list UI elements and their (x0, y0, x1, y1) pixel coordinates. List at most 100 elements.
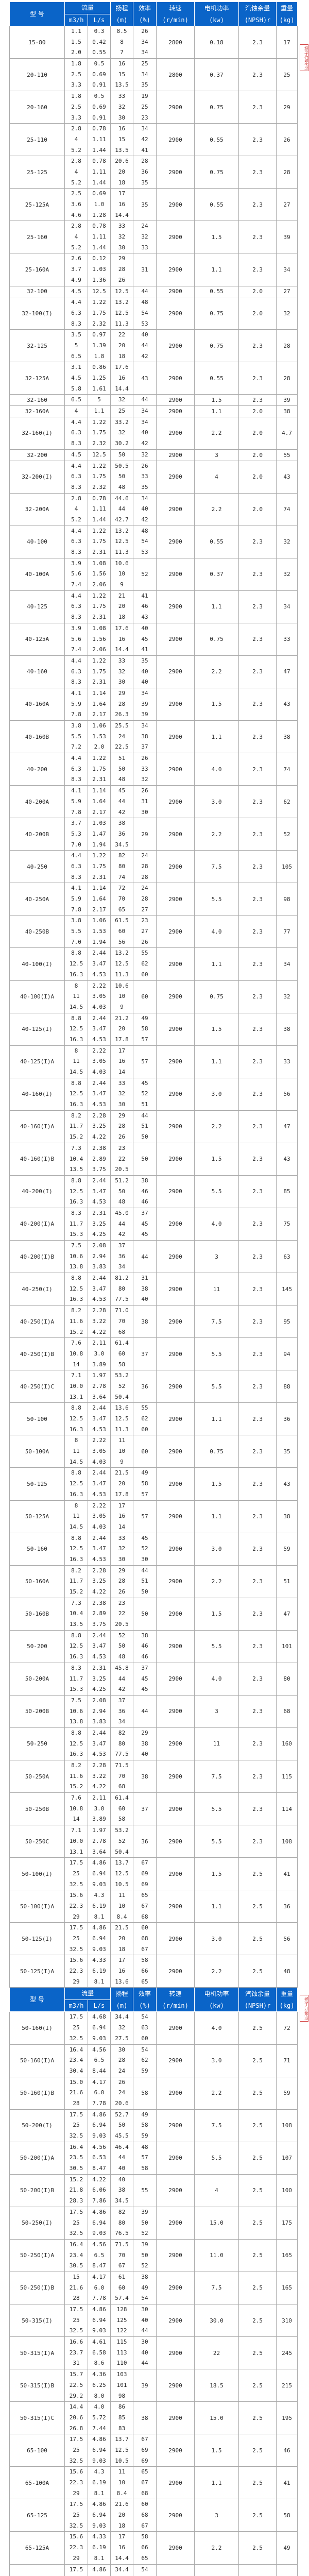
efficiency-cell-value: 26 (141, 938, 148, 945)
flow-ls-cell-value: 4.53 (92, 971, 106, 978)
head-cell-value: 21.2 (115, 1014, 129, 1022)
efficiency-cell-value: 69 (141, 1880, 148, 1888)
flow-ls-cell: 0.78 1.11 1.44 (87, 156, 111, 189)
head-cell: 17.6 16 14.4 (110, 622, 134, 656)
head-cell-value: 17.6 (115, 364, 129, 371)
pump-row-50-315(I)A: 50-315(I)A 16.6 23.7 31 4.61 6.58 8.6 115 113 110… (9, 2336, 298, 2370)
efficiency-cell-value: 32 (141, 233, 148, 241)
flow-ls-cell-value: 4.3 (94, 2468, 105, 2476)
flow-m3h-cell: 7.1 10.0 13.1 (64, 1825, 88, 1858)
head-cell-value: 18 (118, 352, 126, 360)
efficiency-cell-value: 24 (141, 852, 148, 859)
flow-ls-cell: 1.97 2.78 3.64 (87, 1825, 111, 1858)
efficiency-cell-value: 58 (141, 2533, 148, 2540)
flow-ls-cell-value: 4.68 (92, 2013, 106, 2021)
head-cell-value: 34.4 (115, 2566, 129, 2573)
flow-ls-cell-value: 2.44 (92, 1177, 106, 1184)
flow-ls-cell-value: 3.0 (94, 1805, 105, 1812)
npsh-cell: 2.3 (238, 850, 277, 884)
flow-ls-cell-value: 4.22 (92, 1783, 106, 1790)
model-cell: 50-100A (9, 1435, 65, 1468)
head-cell-value: 67 (118, 2262, 126, 2269)
flow-m3h-cell-value: 7.1 (71, 1827, 81, 1834)
flow-ls-cell-value: 4.61 (92, 2338, 106, 2346)
flow-m3h-cell-value: 15.2 (69, 1783, 83, 1790)
flow-m3h-cell-value: 5.2 (71, 146, 81, 154)
flow-ls-cell: 1.08 1.56 2.06 (87, 622, 111, 656)
efficiency-cell: 30 40 44 (133, 2303, 157, 2337)
model-cell: 40-125A (9, 622, 65, 656)
model-cell: 32-100 (9, 285, 65, 298)
pump-row-50-100A: 50-100A 8 11 14.5 2.22 3.05 4.03 11 10 9 60 2900 0.7… (9, 1435, 298, 1468)
weight-cell: 165 (276, 2239, 298, 2272)
power-cell: 1.5 (194, 221, 239, 254)
model-cell: 65-125 (9, 2499, 65, 2532)
power-cell: 2.2 (194, 1110, 239, 1143)
head-cell: 29 28 26.3 (110, 687, 134, 721)
flow-ls-cell-value: 4.56 (92, 2046, 106, 2053)
speed-cell: 2900 (156, 2141, 195, 2175)
head-cell: 17 16 14 (110, 1500, 134, 1533)
flow-ls-cell: 2.44 3.47 4.53 (87, 1467, 111, 1501)
efficiency-cell: 60 68 67 (133, 1922, 157, 1956)
head-cell-value: 61.5 (115, 917, 129, 924)
flow-m3h-cell-value: 15.3 (69, 1231, 83, 1238)
weight-cell: 29 (276, 91, 298, 124)
weight-cell: 108 (276, 2109, 298, 2142)
efficiency-cell-value: 38 (141, 1285, 148, 1292)
flow-ls-cell: 2.44 3.47 4.53 (87, 947, 111, 981)
model-cell: 40-250B (9, 915, 65, 948)
flow-m3h-cell-value: 4 (74, 168, 78, 175)
flow-m3h-cell-value: 29 (73, 1978, 80, 1985)
npsh-cell: 2.3 (238, 221, 277, 254)
speed-cell: 2900 (156, 405, 195, 417)
model-cell: 15-80 (9, 25, 65, 59)
flow-m3h-cell-value: 8.8 (71, 1014, 81, 1022)
flow-m3h-cell-value: 10.8 (69, 1805, 83, 1812)
flow-ls-cell-value: 4.86 (92, 2436, 106, 2443)
flow-ls-cell: 4.17 6.0 7.78 (87, 2271, 111, 2305)
efficiency-cell-value: 60 (141, 1924, 148, 1931)
head-cell-value: 12.5 (115, 960, 129, 968)
efficiency-cell-value: 54 (141, 309, 148, 316)
model-cell: 50-160(I)A (9, 2044, 65, 2077)
flow-m3h-cell: 8 11 14.5 (64, 980, 88, 1013)
pump-row-50-125(I): 50-125(I) 17.5 25 32.5 4.86 6.94 9.03 21.5 20 18 6… (9, 1922, 298, 1956)
head-cell-value: 128 (116, 2306, 127, 2313)
flow-ls-cell: 1.22 1.75 2.31 (87, 525, 111, 558)
efficiency-cell: 67 69 69 (133, 2434, 157, 2467)
head-cell-value: 22.5 (115, 743, 129, 751)
head-cell-value: 10 (118, 1448, 126, 1455)
weight-cell: 108 (276, 1825, 298, 1858)
speed-cell: 2900 (156, 1110, 195, 1143)
head-cell-value: 10.6 (115, 982, 129, 989)
head-cell-value: 20 (118, 342, 126, 349)
flow-m3h-cell-value: 30.5 (69, 2262, 83, 2269)
flow-m3h-cell-value: 4.4 (71, 755, 81, 762)
efficiency-cell-value: 44 (141, 2360, 148, 2367)
efficiency-cell: 31 (133, 253, 157, 286)
head-cell-value: 22 (118, 1610, 126, 1617)
flow-m3h-cell-value: 8 (74, 982, 78, 989)
flow-ls-cell-value: 2.44 (92, 1469, 106, 1477)
npsh-cell: 2.3 (238, 1370, 277, 1403)
flow-ls-cell-value: 1.08 (92, 560, 106, 567)
head-cell: 86 85 83 (110, 2401, 134, 2435)
model-cell: 50-125 (9, 1467, 65, 1501)
pump-row-25-160A: 25-160A 2.6 3.7 4.9 0.12 1.03 1.36 29 28 26 31 2900… (9, 253, 298, 286)
flow-m3h-cell-value: 7.8 (71, 711, 81, 718)
head-cell-value: 86 (118, 2403, 126, 2411)
flow-ls-cell-value: 3.47 (92, 960, 106, 968)
power-cell: 5.5 (194, 2141, 239, 2175)
efficiency-cell-value: 69 (141, 2446, 148, 2453)
head-cell-value: 26.3 (115, 711, 129, 718)
flow-m3h-cell-value: 16.4 (69, 2241, 83, 2248)
head-cell-value: 11.3 (115, 1426, 129, 1433)
efficiency-cell: 34 40 42 (133, 493, 157, 526)
efficiency-cell-value: 45 (141, 1220, 148, 1227)
head-cell-value: 20.5 (115, 1621, 129, 1628)
weight-cell: 114 (276, 1792, 298, 1826)
flow-ls-cell-value: 1.75 (92, 429, 106, 436)
flow-m3h-cell: 3.8 5.5 7.2 (64, 720, 88, 754)
